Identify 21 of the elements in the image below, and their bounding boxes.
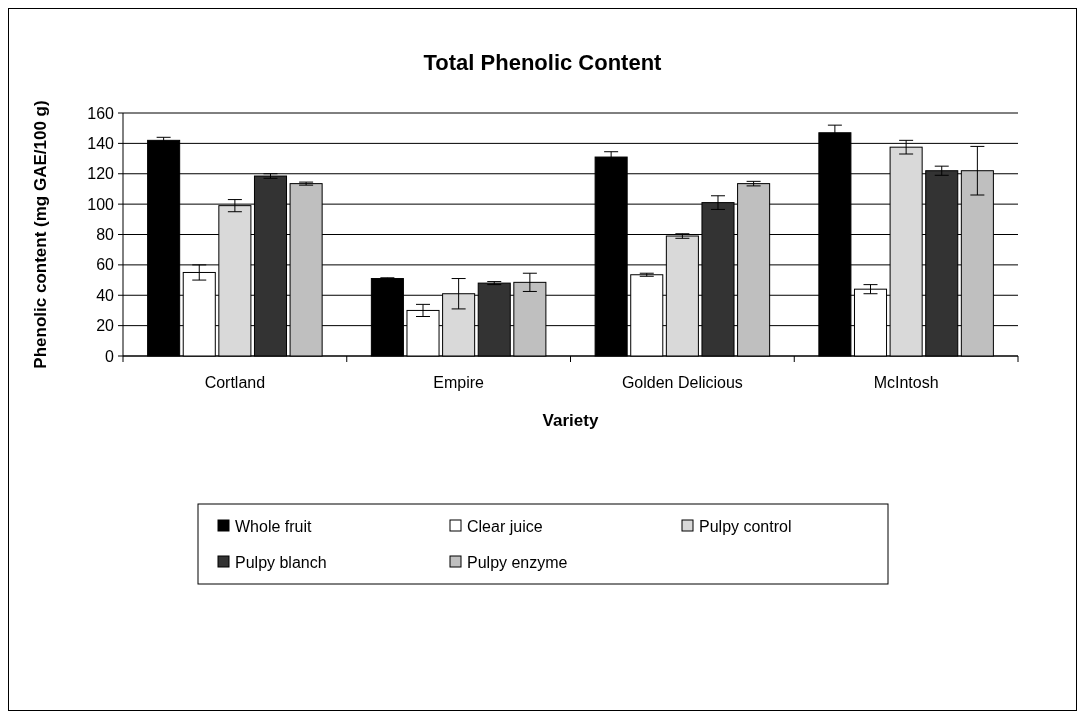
y-tick-label: 0 — [105, 347, 115, 365]
x-tick-label: Empire — [433, 374, 485, 391]
legend-label: Pulpy enzyme — [467, 553, 568, 571]
x-tick-label: Golden Delicious — [621, 374, 743, 391]
legend-label: Clear juice — [467, 517, 543, 535]
y-tick-label: 160 — [87, 104, 115, 122]
chart-title: Total Phenolic Content — [423, 50, 663, 75]
y-tick-label: 40 — [96, 286, 115, 304]
x-axis-title: Variety — [542, 411, 599, 430]
y-tick-label: 100 — [87, 195, 115, 213]
y-tick-label: 60 — [96, 256, 115, 274]
y-tick-label: 20 — [96, 317, 115, 335]
x-tick-label: Cortland — [204, 374, 266, 391]
legend-label: Pulpy blanch — [235, 553, 327, 571]
legend-label: Pulpy control — [699, 517, 792, 535]
y-tick-label: 80 — [96, 226, 115, 244]
legend-label: Whole fruit — [235, 517, 313, 535]
y-tick-label: 140 — [87, 134, 115, 152]
x-tick-label: McIntosh — [873, 374, 939, 391]
y-axis-title: Phenolic content (mg GAE/100 g) — [31, 100, 50, 369]
y-tick-label: 120 — [87, 165, 115, 183]
